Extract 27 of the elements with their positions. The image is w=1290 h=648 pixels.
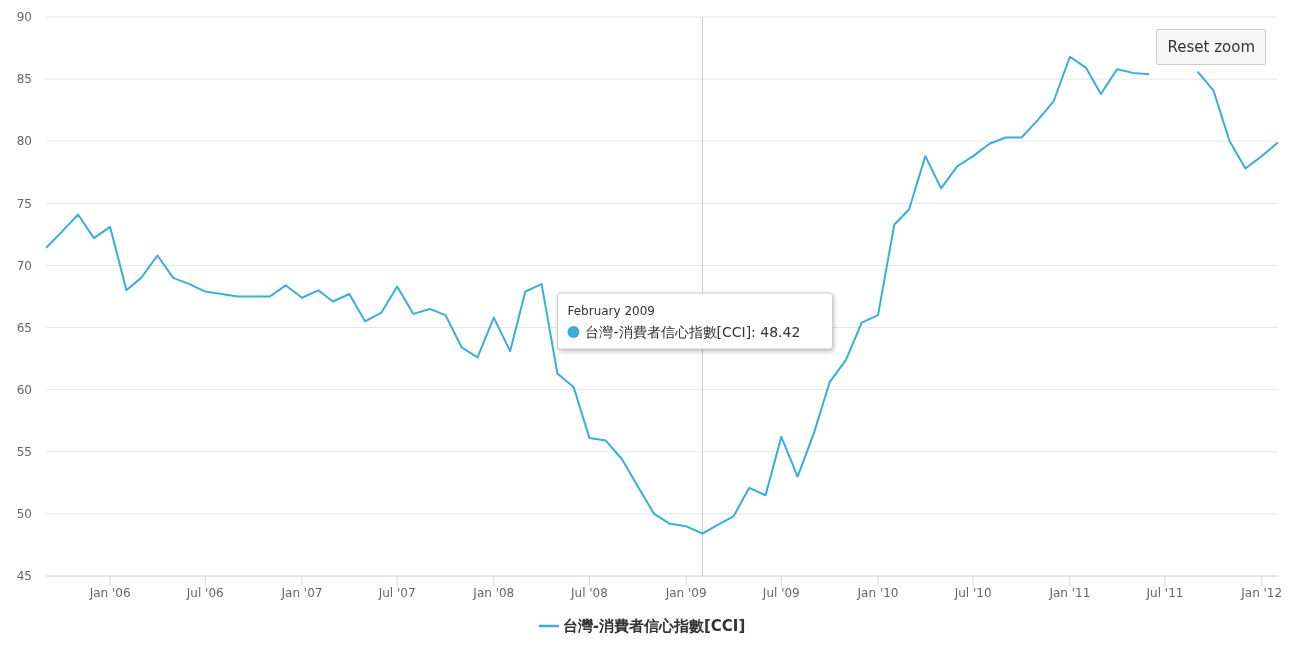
x-tick-label: Jul '06 [185,585,224,600]
y-tick-label: 45 [16,569,32,584]
x-tick-label: Jan '11 [1048,585,1091,600]
x-tick-label: Jan '07 [280,585,323,600]
legend-label: 台灣-消費者信心指數[CCI] [562,616,746,635]
y-tick-label: 65 [16,320,32,335]
x-tick-label: Jan '06 [88,585,131,600]
y-tick-label: 90 [16,10,32,25]
y-tick-label: 85 [16,72,32,87]
x-tick-label: Jul '10 [953,585,992,600]
x-tick-label: Jul '07 [377,585,416,600]
y-tick-label: 70 [16,258,32,273]
x-tick-label: Jan '08 [472,585,515,600]
x-tick-label: Jan '10 [856,585,899,600]
y-tick-label: 80 [16,134,32,149]
y-tick-label: 50 [16,507,32,522]
x-tick-label: Jan '12 [1240,585,1283,600]
x-tick-label: Jul '09 [761,585,800,600]
y-tick-label: 55 [16,445,32,460]
y-tick-label: 60 [16,382,32,397]
annotation: February 2009 [567,304,655,318]
annotation: 台灣-消費者信心指數[CCI]: 48.42 [585,324,801,340]
x-tick-label: Jul '11 [1145,585,1184,600]
x-tick-label: Jan '09 [664,585,707,600]
reset-zoom-button: Reset zoom [1156,29,1266,65]
y-tick-label: 75 [16,196,32,211]
x-tick-label: Jul '08 [570,585,608,600]
